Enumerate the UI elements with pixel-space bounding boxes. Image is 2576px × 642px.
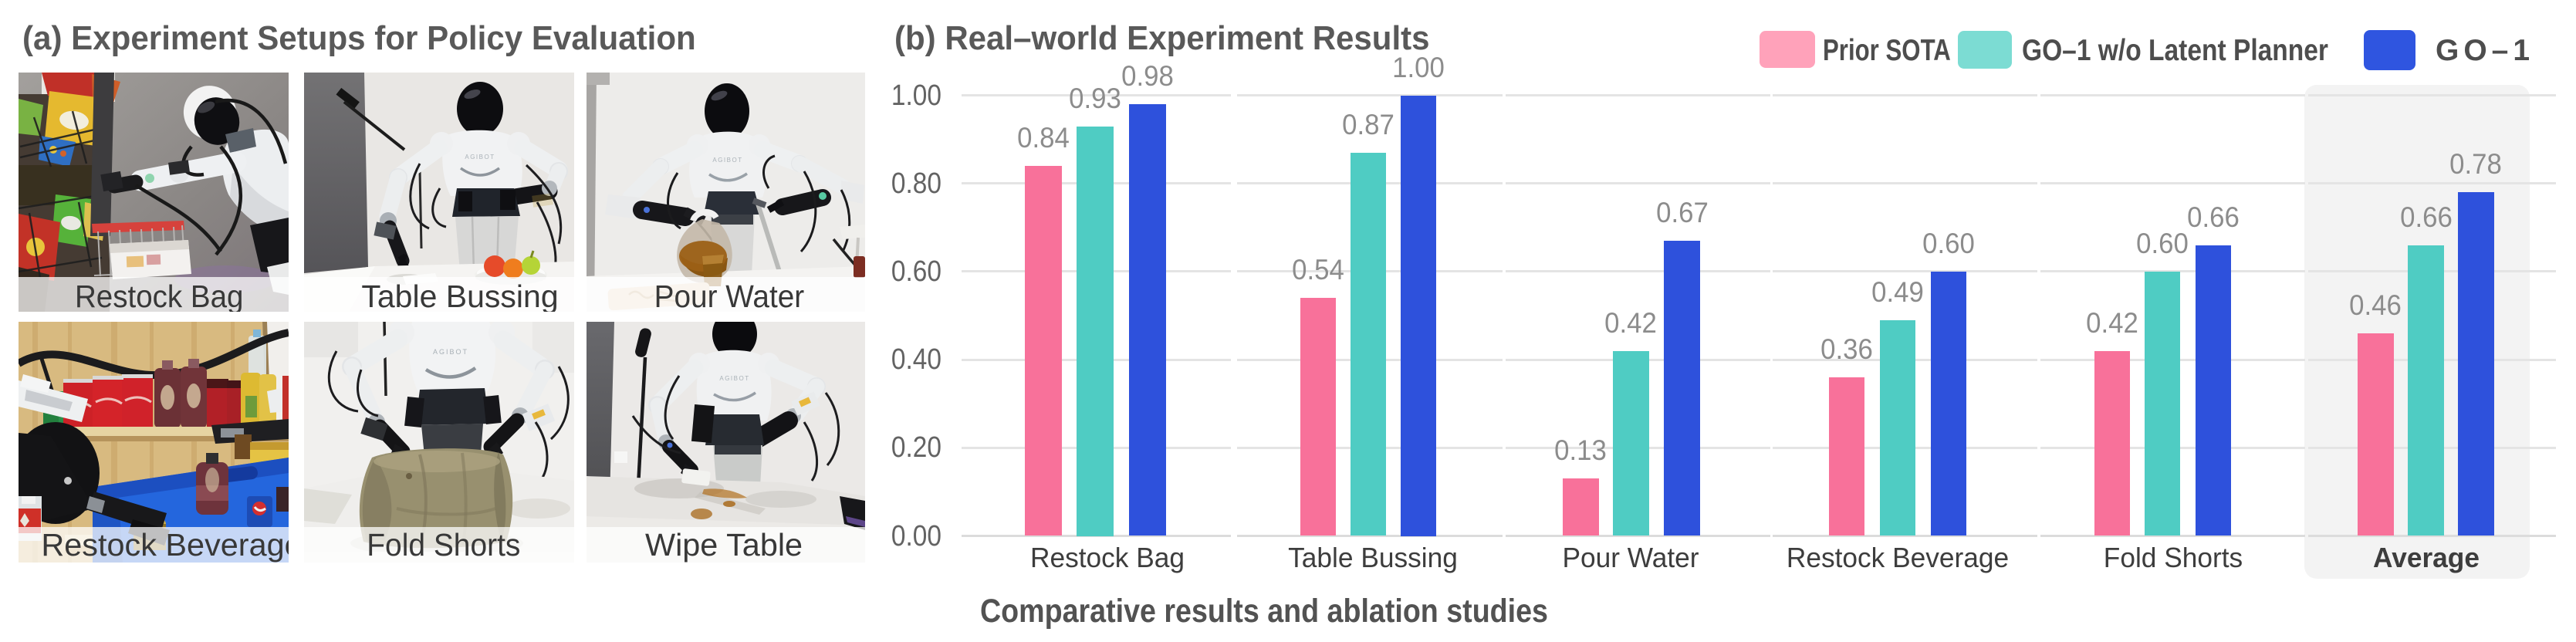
svg-text:AGIBOT: AGIBOT (712, 157, 742, 164)
svg-text:AGIBOT: AGIBOT (465, 154, 495, 160)
svg-text:AGIBOT: AGIBOT (719, 375, 749, 382)
svg-text:AGIBOT: AGIBOT (433, 348, 468, 356)
